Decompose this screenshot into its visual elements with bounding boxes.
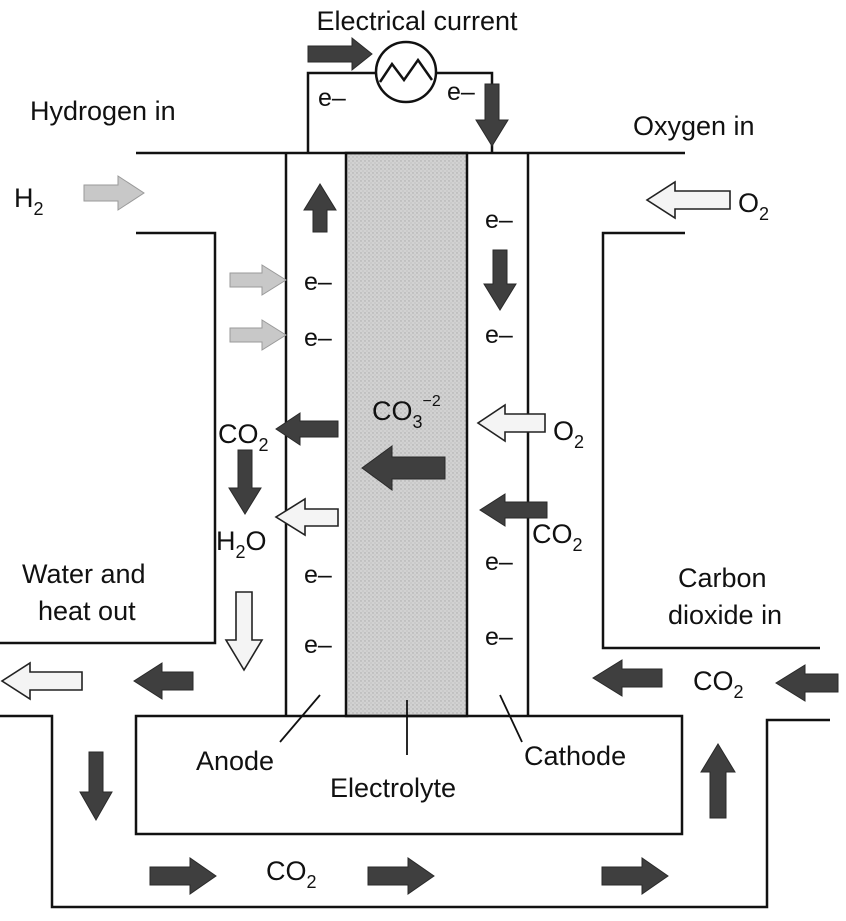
co2-formula-loop: CO2: [266, 856, 317, 892]
h2-formula: H2: [14, 183, 44, 219]
water-heat-out-label-line2: heat out: [38, 596, 136, 626]
bottom-box: [134, 714, 684, 836]
electron-label: e–: [485, 548, 513, 576]
water-down-arrow: [224, 591, 264, 672]
electron-label: e–: [304, 631, 332, 659]
carbonate-formula: CO3−2: [372, 393, 441, 432]
cathode-chamber-wall: [601, 231, 820, 650]
co2-inlet-left-arrow: [592, 659, 663, 697]
electron-label: e–: [447, 78, 475, 106]
electrolyte-label: Electrolyte: [330, 773, 456, 803]
carbon-dioxide-in-label-line1: Carbon: [678, 563, 767, 593]
electron-label: e–: [318, 84, 346, 112]
hydrogen-to-anode-arrow-2: [229, 319, 287, 351]
water-heat-out-label-line1: Water and: [22, 559, 146, 589]
anode-label: Anode: [196, 746, 274, 776]
electron-down-arrow-cathode: [483, 249, 517, 311]
anode-pointer: [279, 694, 321, 743]
co2-left-arrow-anode: [275, 412, 339, 446]
hydrogen-in-label: Hydrogen in: [30, 96, 176, 126]
electrical-current-label: Electrical current: [316, 6, 518, 36]
resistor-circle-icon: [374, 40, 438, 104]
loop-up-arrow: [700, 743, 736, 819]
co2-supply-left-arrow: [775, 664, 839, 702]
electron-up-arrow-anode: [303, 183, 337, 233]
co2-formula-cathode: CO2: [532, 519, 583, 555]
hydrogen-to-anode-arrow-1: [229, 264, 287, 296]
loop-right-arrow-2: [367, 857, 435, 895]
co2-left-arrow-cathode: [479, 493, 548, 527]
electron-label: e–: [304, 268, 332, 296]
loop-down-arrow: [79, 751, 113, 822]
carbonate-flow-arrow: [361, 445, 446, 491]
cathode-pointer: [499, 694, 523, 743]
current-flow-arrow: [307, 36, 373, 72]
electrolyte-layer: [344, 151, 469, 718]
electron-label: e–: [304, 561, 332, 589]
exhaust-left-arrow: [133, 662, 194, 700]
electron-label: e–: [485, 321, 513, 349]
electron-label: e–: [485, 623, 513, 651]
h2o-formula: H2O: [216, 526, 267, 562]
oxygen-in-label: Oxygen in: [633, 111, 755, 141]
water-left-arrow: [274, 497, 339, 537]
o2-formula-inlet: O2: [738, 188, 769, 224]
co2-down-arrow: [228, 449, 262, 515]
electron-down-arrow-top: [475, 83, 509, 147]
o2-formula-cathode: O2: [553, 416, 584, 452]
oxygen-to-cathode-arrow: [476, 403, 546, 443]
co2-formula-inlet: CO2: [693, 666, 744, 702]
exhaust-out-arrow: [0, 661, 83, 701]
cathode-label: Cathode: [524, 741, 626, 771]
loop-right-arrow-1: [149, 857, 217, 895]
loop-right-arrow-3: [601, 857, 669, 895]
co2-formula-anode: CO2: [218, 419, 269, 455]
carbon-dioxide-in-label-line2: dioxide in: [668, 600, 782, 630]
electron-label: e–: [304, 324, 332, 352]
electron-label: e–: [485, 206, 513, 234]
oxygen-in-arrow: [645, 180, 731, 220]
hydrogen-in-arrow: [83, 175, 145, 211]
recycle-loop-wall: [0, 714, 830, 909]
anode-chamber-wall: [0, 231, 217, 645]
